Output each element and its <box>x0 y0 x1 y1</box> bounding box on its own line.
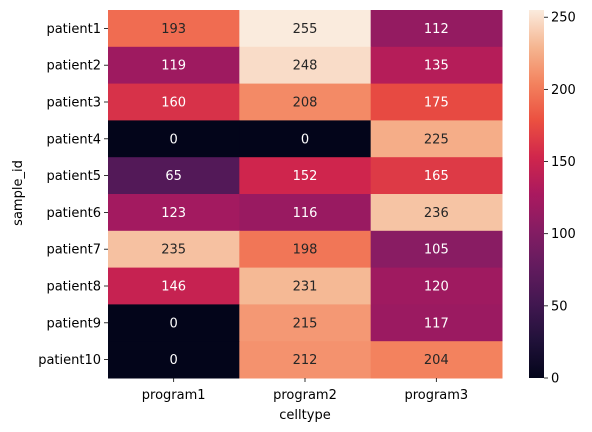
colorbar-tick-label: 50 <box>551 299 568 314</box>
heatmap-cell <box>370 194 503 232</box>
cell-value-label: 0 <box>170 316 178 331</box>
heatmap-cell <box>239 120 372 158</box>
heatmap-cell <box>370 230 503 269</box>
cell-value-label: 123 <box>161 206 186 221</box>
heatmap-cell <box>239 157 372 195</box>
heatmap-cell <box>370 304 503 342</box>
heatmap-cell <box>108 230 240 269</box>
heatmap-cell <box>108 304 240 342</box>
colorbar <box>529 10 544 378</box>
colorbar-tick-label: 0 <box>551 372 559 387</box>
y-tick-label: patient1 <box>46 22 101 37</box>
heatmap-cell <box>370 10 503 48</box>
cell-value-label: 208 <box>293 96 318 111</box>
cell-value-label: 248 <box>293 59 318 74</box>
heatmap-cells: 193 255 112 119 248 135 160 208 175 0 0 225 65 152 165… <box>108 10 503 379</box>
cell-value-label: 215 <box>293 316 318 331</box>
heatmap-cell <box>370 341 503 379</box>
heatmap-cell <box>108 157 240 195</box>
colorbar-tick-label: 200 <box>551 83 576 98</box>
x-axis-label: celltype <box>279 408 330 423</box>
y-tick-label: patient4 <box>46 132 101 147</box>
y-tick-label: patient10 <box>38 353 101 368</box>
cell-value-label: 175 <box>424 96 449 111</box>
cell-value-label: 231 <box>293 280 318 295</box>
cell-value-label: 235 <box>161 243 186 258</box>
y-tick-label: patient9 <box>46 316 101 331</box>
heatmap-cell <box>239 10 372 48</box>
cell-value-label: 0 <box>170 353 178 368</box>
heatmap-cell <box>108 120 240 158</box>
cell-value-label: 152 <box>293 169 318 184</box>
cell-value-label: 112 <box>424 22 449 37</box>
y-tick-label: patient6 <box>46 206 101 221</box>
heatmap-cell <box>239 83 372 121</box>
cell-value-label: 146 <box>161 280 186 295</box>
heatmap-cell <box>108 83 240 121</box>
cell-value-label: 0 <box>170 132 178 147</box>
cell-value-label: 204 <box>424 353 449 368</box>
heatmap-cell <box>239 194 372 232</box>
colorbar-tick-label: 100 <box>551 227 576 242</box>
cell-value-label: 225 <box>424 132 449 147</box>
colorbar-tick-label: 250 <box>551 11 576 26</box>
cell-value-label: 117 <box>424 316 449 331</box>
cell-value-label: 193 <box>161 22 186 37</box>
cell-value-label: 255 <box>293 22 318 37</box>
cell-value-label: 119 <box>161 59 186 74</box>
heatmap-cell <box>370 157 503 195</box>
cell-value-label: 116 <box>293 206 318 221</box>
heatmap-cell <box>370 267 503 305</box>
heatmap-cell <box>108 46 240 85</box>
x-tick-label: program3 <box>404 388 468 403</box>
colorbar-tick-label: 150 <box>551 155 576 170</box>
x-tick-labels: program1 program2 program3 <box>142 378 468 403</box>
y-tick-label: patient2 <box>46 59 101 74</box>
y-tick-labels: patient1 patient2 patient3 patient4 patient5… <box>38 22 108 368</box>
cell-value-label: 0 <box>301 132 309 147</box>
heatmap-cell <box>108 10 240 48</box>
cell-value-label: 212 <box>293 353 318 368</box>
heatmap-cell <box>239 267 372 305</box>
cell-value-label: 65 <box>165 169 182 184</box>
heatmap-cell <box>108 341 240 379</box>
cell-value-label: 165 <box>424 169 449 184</box>
cell-value-label: 135 <box>424 59 449 74</box>
y-tick-label: patient7 <box>46 243 101 258</box>
colorbar-ticks: 0 50 100 150 200 250 <box>544 11 576 387</box>
cell-value-label: 198 <box>293 243 318 258</box>
x-tick-label: program2 <box>273 388 337 403</box>
y-tick-label: patient3 <box>46 96 101 111</box>
y-tick-label: patient8 <box>46 280 101 295</box>
x-tick-label: program1 <box>142 388 206 403</box>
heatmap-cell <box>239 304 372 342</box>
y-tick-label: patient5 <box>46 169 101 184</box>
cell-value-label: 120 <box>424 280 449 295</box>
cell-value-label: 105 <box>424 243 449 258</box>
heatmap-cell <box>370 120 503 158</box>
cell-value-label: 236 <box>424 206 449 221</box>
heatmap-cell <box>239 341 372 379</box>
cell-value-label: 160 <box>161 96 186 111</box>
heatmap-cell <box>370 46 503 85</box>
heatmap-cell <box>370 83 503 121</box>
heatmap-cell <box>239 46 372 85</box>
heatmap-cell <box>108 194 240 232</box>
heatmap-cell <box>239 230 372 269</box>
y-axis-label: sample_id <box>11 160 26 226</box>
heatmap-cell <box>108 267 240 305</box>
